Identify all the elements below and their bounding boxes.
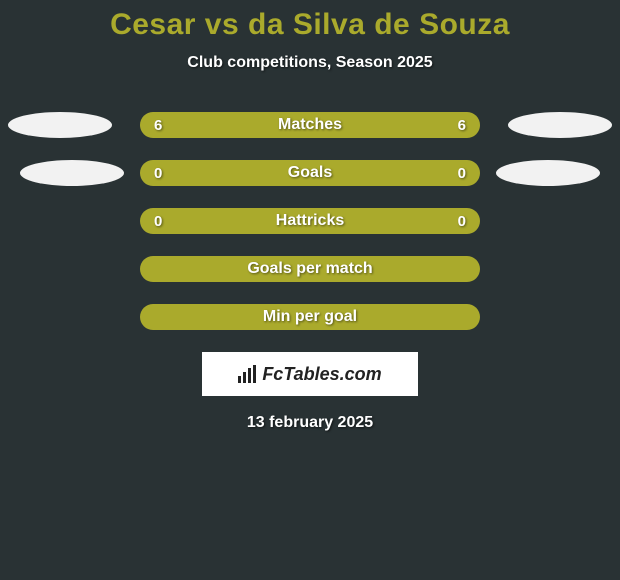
stat-bar: Min per goal xyxy=(140,304,480,330)
stat-value-right: 6 xyxy=(446,117,466,134)
player-left-placeholder xyxy=(8,112,112,138)
stat-row: Min per goal xyxy=(0,304,620,330)
stat-value-right: 0 xyxy=(446,213,466,230)
bar-chart-icon xyxy=(238,365,256,383)
logo-text: FcTables.com xyxy=(262,364,381,385)
stat-bar: 0 Goals 0 xyxy=(140,160,480,186)
stat-bar: Goals per match xyxy=(140,256,480,282)
page-subtitle: Club competitions, Season 2025 xyxy=(0,54,620,72)
stat-value-left: 6 xyxy=(154,117,174,134)
source-logo: FcTables.com xyxy=(202,352,418,396)
stat-value-right: 0 xyxy=(446,165,466,182)
stat-rows: 6 Matches 6 0 Goals 0 0 Hattricks 0 Goals per mat… xyxy=(0,112,620,330)
stat-value-left: 0 xyxy=(154,213,174,230)
stat-bar: 6 Matches 6 xyxy=(140,112,480,138)
player-left-placeholder xyxy=(20,160,124,186)
stat-row: 0 Goals 0 xyxy=(0,160,620,186)
stat-bar: 0 Hattricks 0 xyxy=(140,208,480,234)
page-title: Cesar vs da Silva de Souza xyxy=(0,8,620,42)
stat-label: Min per goal xyxy=(263,308,357,326)
stat-value-left: 0 xyxy=(154,165,174,182)
date-text: 13 february 2025 xyxy=(0,414,620,432)
stat-label: Goals per match xyxy=(247,260,372,278)
comparison-infographic: Cesar vs da Silva de Souza Club competit… xyxy=(0,0,620,432)
player-right-placeholder xyxy=(496,160,600,186)
stat-row: Goals per match xyxy=(0,256,620,282)
stat-row: 0 Hattricks 0 xyxy=(0,208,620,234)
stat-label: Goals xyxy=(288,164,332,182)
stat-label: Matches xyxy=(278,116,342,134)
stat-label: Hattricks xyxy=(276,212,344,230)
stat-row: 6 Matches 6 xyxy=(0,112,620,138)
player-right-placeholder xyxy=(508,112,612,138)
